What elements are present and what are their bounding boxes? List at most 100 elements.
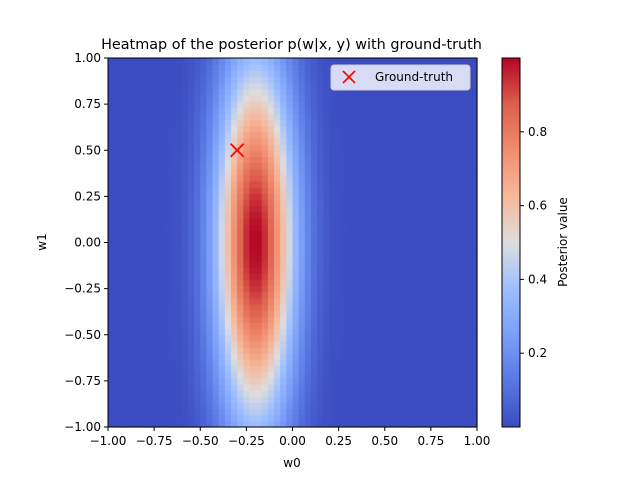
heatmap-cell <box>366 156 373 163</box>
heatmap-cell <box>274 169 281 176</box>
heatmap-cell <box>249 347 256 354</box>
heatmap-cell <box>145 409 152 416</box>
y-axis: −1.00−0.75−0.50−0.250.000.250.500.751.00 <box>64 51 108 434</box>
heatmap-cell <box>459 193 466 200</box>
heatmap-cell <box>219 230 226 237</box>
heatmap-cell <box>360 138 367 145</box>
heatmap-cell <box>133 199 140 206</box>
heatmap-cell <box>176 132 183 139</box>
heatmap-cell <box>286 120 293 127</box>
heatmap-cell <box>409 359 416 366</box>
heatmap-cell <box>268 384 275 391</box>
heatmap-cell <box>243 298 250 305</box>
heatmap-cell <box>446 187 453 194</box>
heatmap-cell <box>219 378 226 385</box>
heatmap-cell <box>256 310 263 317</box>
heatmap-cell <box>372 322 379 329</box>
heatmap-cell <box>299 193 306 200</box>
heatmap-cell <box>336 193 343 200</box>
x-tick-label: −0.75 <box>136 434 173 448</box>
heatmap-cell <box>286 58 293 65</box>
heatmap-cell <box>268 353 275 360</box>
heatmap-cell <box>126 372 133 379</box>
heatmap-cell <box>465 267 472 274</box>
heatmap-cell <box>249 95 256 102</box>
heatmap-cell <box>348 353 355 360</box>
heatmap-cell <box>182 120 189 127</box>
heatmap-cell <box>379 341 386 348</box>
y-axis-label: w1 <box>35 233 49 250</box>
heatmap-cell <box>231 187 238 194</box>
heatmap-cell <box>194 366 201 373</box>
heatmap-cell <box>157 175 164 182</box>
heatmap-cell <box>145 187 152 194</box>
heatmap-cell <box>108 347 115 354</box>
heatmap-cell <box>126 310 133 317</box>
heatmap-cell <box>403 163 410 170</box>
heatmap-cell <box>200 359 207 366</box>
heatmap-cell <box>372 236 379 243</box>
heatmap-cell <box>459 144 466 151</box>
heatmap-cell <box>194 261 201 268</box>
heatmap-cell <box>182 70 189 77</box>
heatmap-cell <box>385 304 392 311</box>
heatmap-cell <box>286 144 293 151</box>
heatmap-cell <box>434 58 441 65</box>
heatmap-cell <box>108 415 115 422</box>
heatmap-cell <box>170 187 177 194</box>
heatmap-cell <box>151 310 158 317</box>
heatmap-cell <box>403 169 410 176</box>
heatmap-cell <box>120 144 127 151</box>
heatmap-cell <box>354 193 361 200</box>
heatmap-cell <box>416 310 423 317</box>
heatmap-cell <box>452 181 459 188</box>
heatmap-cell <box>366 396 373 403</box>
heatmap-cell <box>231 310 238 317</box>
heatmap-cell <box>213 163 220 170</box>
heatmap-cell <box>231 107 238 114</box>
heatmap-cell <box>163 76 170 83</box>
heatmap-cell <box>440 181 447 188</box>
heatmap-cell <box>120 273 127 280</box>
heatmap-cell <box>372 181 379 188</box>
heatmap-cell <box>163 107 170 114</box>
heatmap-cell <box>317 212 324 219</box>
heatmap-cell <box>422 322 429 329</box>
heatmap-cell <box>397 329 404 336</box>
heatmap-cell <box>274 144 281 151</box>
heatmap-cell <box>286 107 293 114</box>
heatmap-cell <box>151 286 158 293</box>
heatmap-cell <box>465 230 472 237</box>
heatmap-cell <box>286 292 293 299</box>
heatmap-cell <box>311 187 318 194</box>
heatmap-cell <box>434 199 441 206</box>
heatmap-cell <box>293 70 300 77</box>
heatmap-cell <box>440 273 447 280</box>
heatmap-cell <box>213 409 220 416</box>
heatmap-cell <box>280 359 287 366</box>
heatmap-cell <box>293 138 300 145</box>
heatmap-cell <box>385 175 392 182</box>
heatmap-cell <box>114 70 121 77</box>
heatmap-cell <box>225 76 232 83</box>
heatmap-cell <box>262 230 269 237</box>
heatmap-cell <box>188 304 195 311</box>
heatmap-cell <box>360 236 367 243</box>
heatmap-cell <box>157 310 164 317</box>
heatmap-cell <box>293 236 300 243</box>
heatmap-cell <box>206 341 213 348</box>
heatmap-cell <box>465 212 472 219</box>
heatmap-cell <box>219 409 226 416</box>
heatmap-cell <box>465 359 472 366</box>
heatmap-cell <box>323 322 330 329</box>
heatmap-cell <box>163 359 170 366</box>
heatmap-cell <box>293 415 300 422</box>
heatmap-cell <box>139 402 146 409</box>
heatmap-cell <box>268 286 275 293</box>
heatmap-cell <box>274 409 281 416</box>
heatmap-cell <box>336 329 343 336</box>
heatmap-cell <box>434 409 441 416</box>
heatmap-cell <box>403 372 410 379</box>
heatmap-cell <box>305 267 312 274</box>
heatmap-cell <box>286 279 293 286</box>
